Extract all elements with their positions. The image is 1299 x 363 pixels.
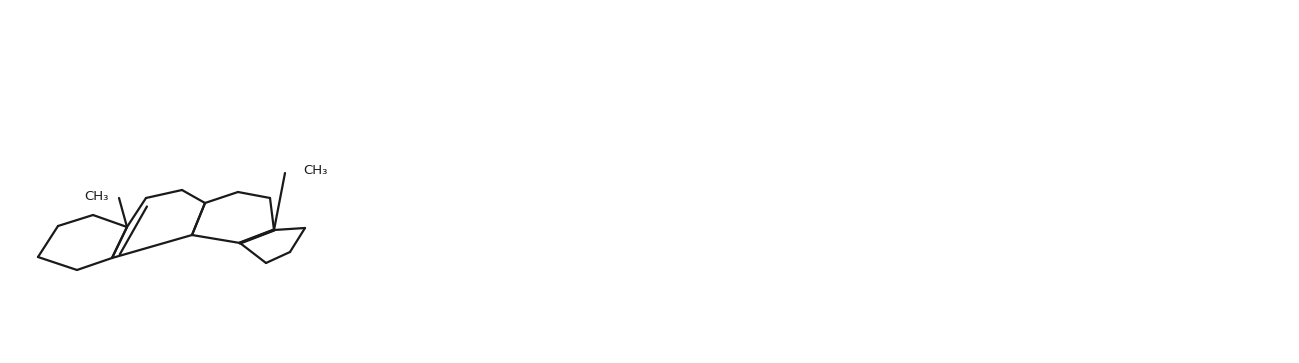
Text: CH₃: CH₃: [84, 189, 109, 203]
Text: CH₃: CH₃: [303, 164, 327, 178]
